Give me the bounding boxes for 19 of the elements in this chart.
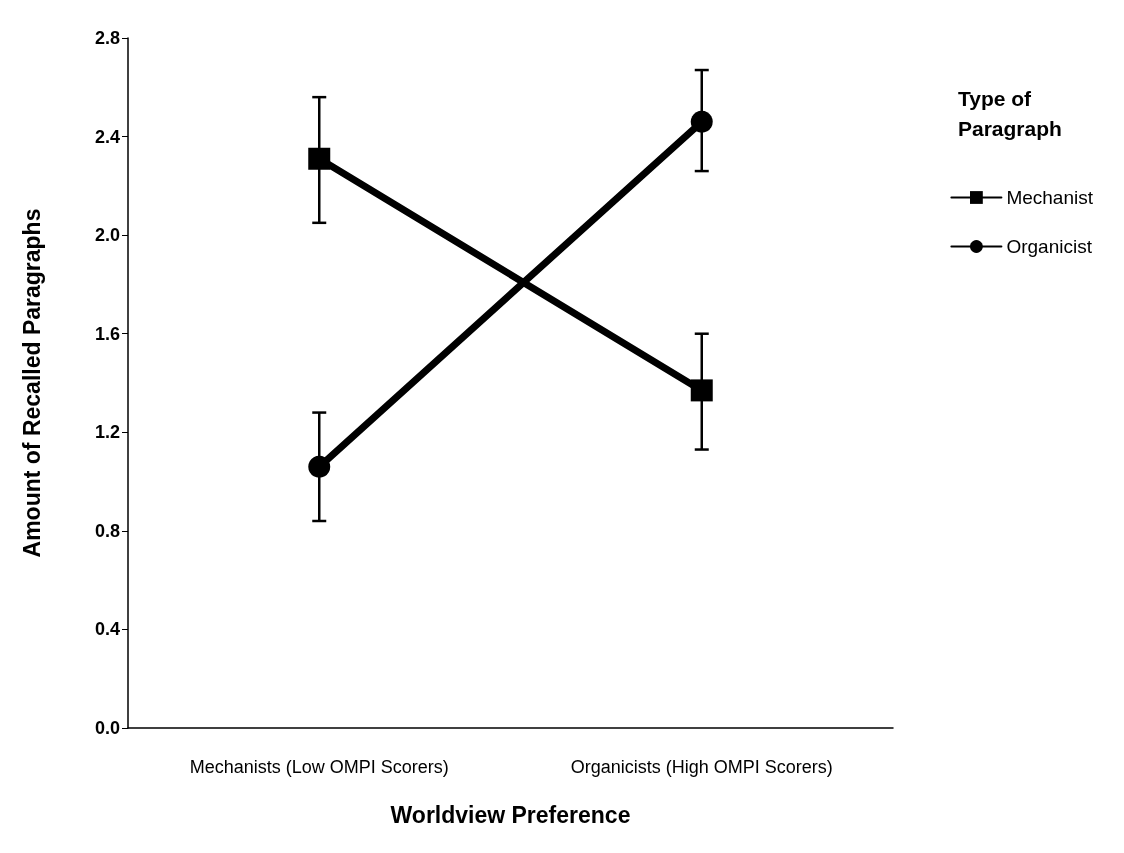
x-tick-label: Organicists (High OMPI Scorers) [570, 757, 833, 777]
y-tick-label: 0.8 [94, 520, 120, 541]
legend-title: Type of Paragraph [958, 86, 1062, 140]
point [308, 455, 331, 478]
point [308, 147, 331, 170]
y-axis-title: Amount of Recalled Paragraphs [18, 208, 45, 558]
point [690, 110, 713, 133]
x-tick-label: Mechanists (Low OMPI Scorers) [189, 757, 449, 777]
y-tick-label: 2.4 [94, 126, 120, 147]
legend-label: Organicist [1006, 236, 1093, 257]
y-tick-label: 1.2 [94, 422, 120, 443]
y-tick-label: 2.0 [94, 225, 120, 246]
legend-label: Mechanist [1006, 187, 1094, 208]
x-axis-title: Worldview Preference [390, 801, 631, 828]
y-tick-label: 0.0 [94, 718, 120, 738]
y-tick-label: 0.4 [94, 619, 120, 640]
y-tick-label: 1.6 [94, 323, 120, 344]
y-tick-label: 2.8 [94, 28, 120, 48]
point [690, 379, 713, 402]
